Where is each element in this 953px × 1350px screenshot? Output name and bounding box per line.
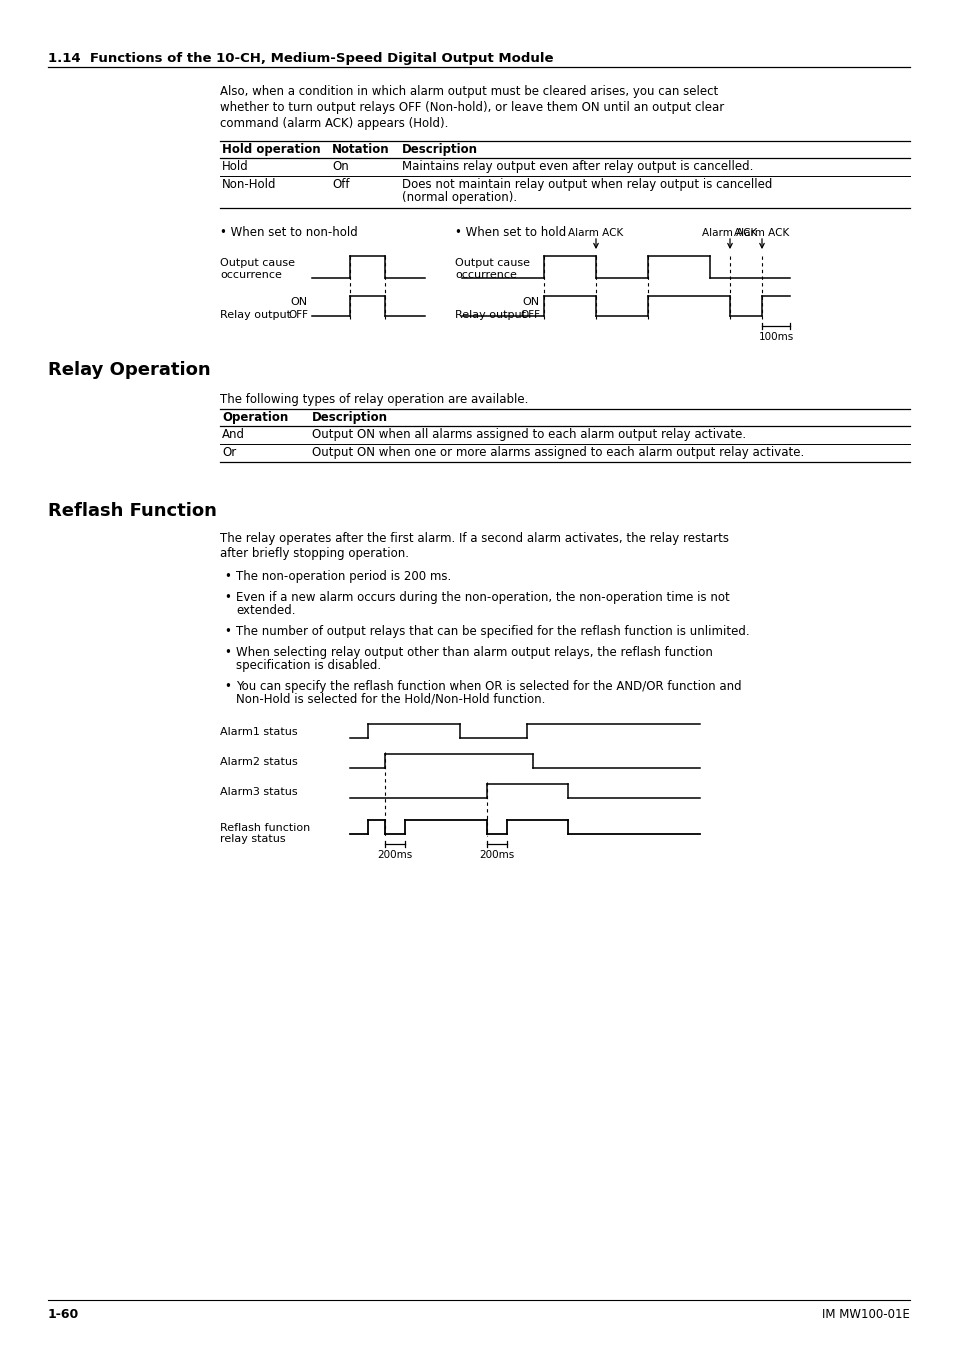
Text: OFF: OFF	[519, 310, 539, 320]
Text: whether to turn output relays OFF (Non-hold), or leave them ON until an output c: whether to turn output relays OFF (Non-h…	[220, 101, 723, 113]
Text: Output cause: Output cause	[220, 258, 294, 269]
Text: Relay Operation: Relay Operation	[48, 360, 211, 379]
Text: 200ms: 200ms	[478, 850, 514, 860]
Text: Output ON when one or more alarms assigned to each alarm output relay activate.: Output ON when one or more alarms assign…	[312, 446, 803, 459]
Text: Reflash function: Reflash function	[220, 824, 310, 833]
Text: after briefly stopping operation.: after briefly stopping operation.	[220, 547, 409, 560]
Text: Description: Description	[312, 410, 388, 424]
Text: On: On	[332, 161, 349, 173]
Text: • When set to non-hold: • When set to non-hold	[220, 225, 357, 239]
Text: You can specify the reflash function when OR is selected for the AND/OR function: You can specify the reflash function whe…	[235, 680, 740, 693]
Text: Off: Off	[332, 178, 349, 190]
Text: The following types of relay operation are available.: The following types of relay operation a…	[220, 393, 528, 406]
Text: OFF: OFF	[288, 310, 308, 320]
Text: Does not maintain relay output when relay output is cancelled: Does not maintain relay output when rela…	[401, 178, 772, 190]
Text: • When set to hold: • When set to hold	[455, 225, 566, 239]
Text: Output ON when all alarms assigned to each alarm output relay activate.: Output ON when all alarms assigned to ea…	[312, 428, 745, 441]
Text: 100ms: 100ms	[758, 332, 793, 342]
Text: Even if a new alarm occurs during the non-operation, the non-operation time is n: Even if a new alarm occurs during the no…	[235, 591, 729, 603]
Text: Alarm2 status: Alarm2 status	[220, 757, 297, 767]
Text: Alarm1 status: Alarm1 status	[220, 728, 297, 737]
Text: Alarm ACK: Alarm ACK	[701, 228, 757, 238]
Text: 200ms: 200ms	[377, 850, 413, 860]
Text: Non-Hold: Non-Hold	[222, 178, 276, 190]
Text: occurrence: occurrence	[455, 270, 517, 279]
Text: Alarm3 status: Alarm3 status	[220, 787, 297, 796]
Text: 1-60: 1-60	[48, 1308, 79, 1322]
Text: occurrence: occurrence	[220, 270, 281, 279]
Text: And: And	[222, 428, 245, 441]
Text: Relay output: Relay output	[220, 310, 291, 320]
Text: The non-operation period is 200 ms.: The non-operation period is 200 ms.	[235, 570, 451, 583]
Text: extended.: extended.	[235, 603, 295, 617]
Text: 1.14  Functions of the 10-CH, Medium-Speed Digital Output Module: 1.14 Functions of the 10-CH, Medium-Spee…	[48, 53, 553, 65]
Text: IM MW100-01E: IM MW100-01E	[821, 1308, 909, 1322]
Text: Relay output: Relay output	[455, 310, 525, 320]
Text: (normal operation).: (normal operation).	[401, 190, 517, 204]
Text: Output cause: Output cause	[455, 258, 530, 269]
Text: •: •	[224, 647, 231, 659]
Text: When selecting relay output other than alarm output relays, the reflash function: When selecting relay output other than a…	[235, 647, 712, 659]
Text: Also, when a condition in which alarm output must be cleared arises, you can sel: Also, when a condition in which alarm ou…	[220, 85, 718, 99]
Text: Non-Hold is selected for the Hold/Non-Hold function.: Non-Hold is selected for the Hold/Non-Ho…	[235, 693, 545, 706]
Text: Maintains relay output even after relay output is cancelled.: Maintains relay output even after relay …	[401, 161, 753, 173]
Text: Hold operation: Hold operation	[222, 143, 320, 157]
Text: Alarm ACK: Alarm ACK	[568, 228, 623, 238]
Text: Hold: Hold	[222, 161, 249, 173]
Text: Or: Or	[222, 446, 236, 459]
Text: relay status: relay status	[220, 834, 285, 844]
Text: The number of output relays that can be specified for the reflash function is un: The number of output relays that can be …	[235, 625, 749, 639]
Text: •: •	[224, 680, 231, 693]
Text: Alarm ACK: Alarm ACK	[734, 228, 789, 238]
Text: The relay operates after the first alarm. If a second alarm activates, the relay: The relay operates after the first alarm…	[220, 532, 728, 545]
Text: •: •	[224, 591, 231, 603]
Text: Operation: Operation	[222, 410, 288, 424]
Text: •: •	[224, 625, 231, 639]
Text: ON: ON	[522, 297, 539, 306]
Text: •: •	[224, 570, 231, 583]
Text: Description: Description	[401, 143, 477, 157]
Text: command (alarm ACK) appears (Hold).: command (alarm ACK) appears (Hold).	[220, 117, 448, 130]
Text: specification is disabled.: specification is disabled.	[235, 659, 381, 672]
Text: Reflash Function: Reflash Function	[48, 502, 216, 520]
Text: ON: ON	[291, 297, 308, 306]
Text: Notation: Notation	[332, 143, 389, 157]
